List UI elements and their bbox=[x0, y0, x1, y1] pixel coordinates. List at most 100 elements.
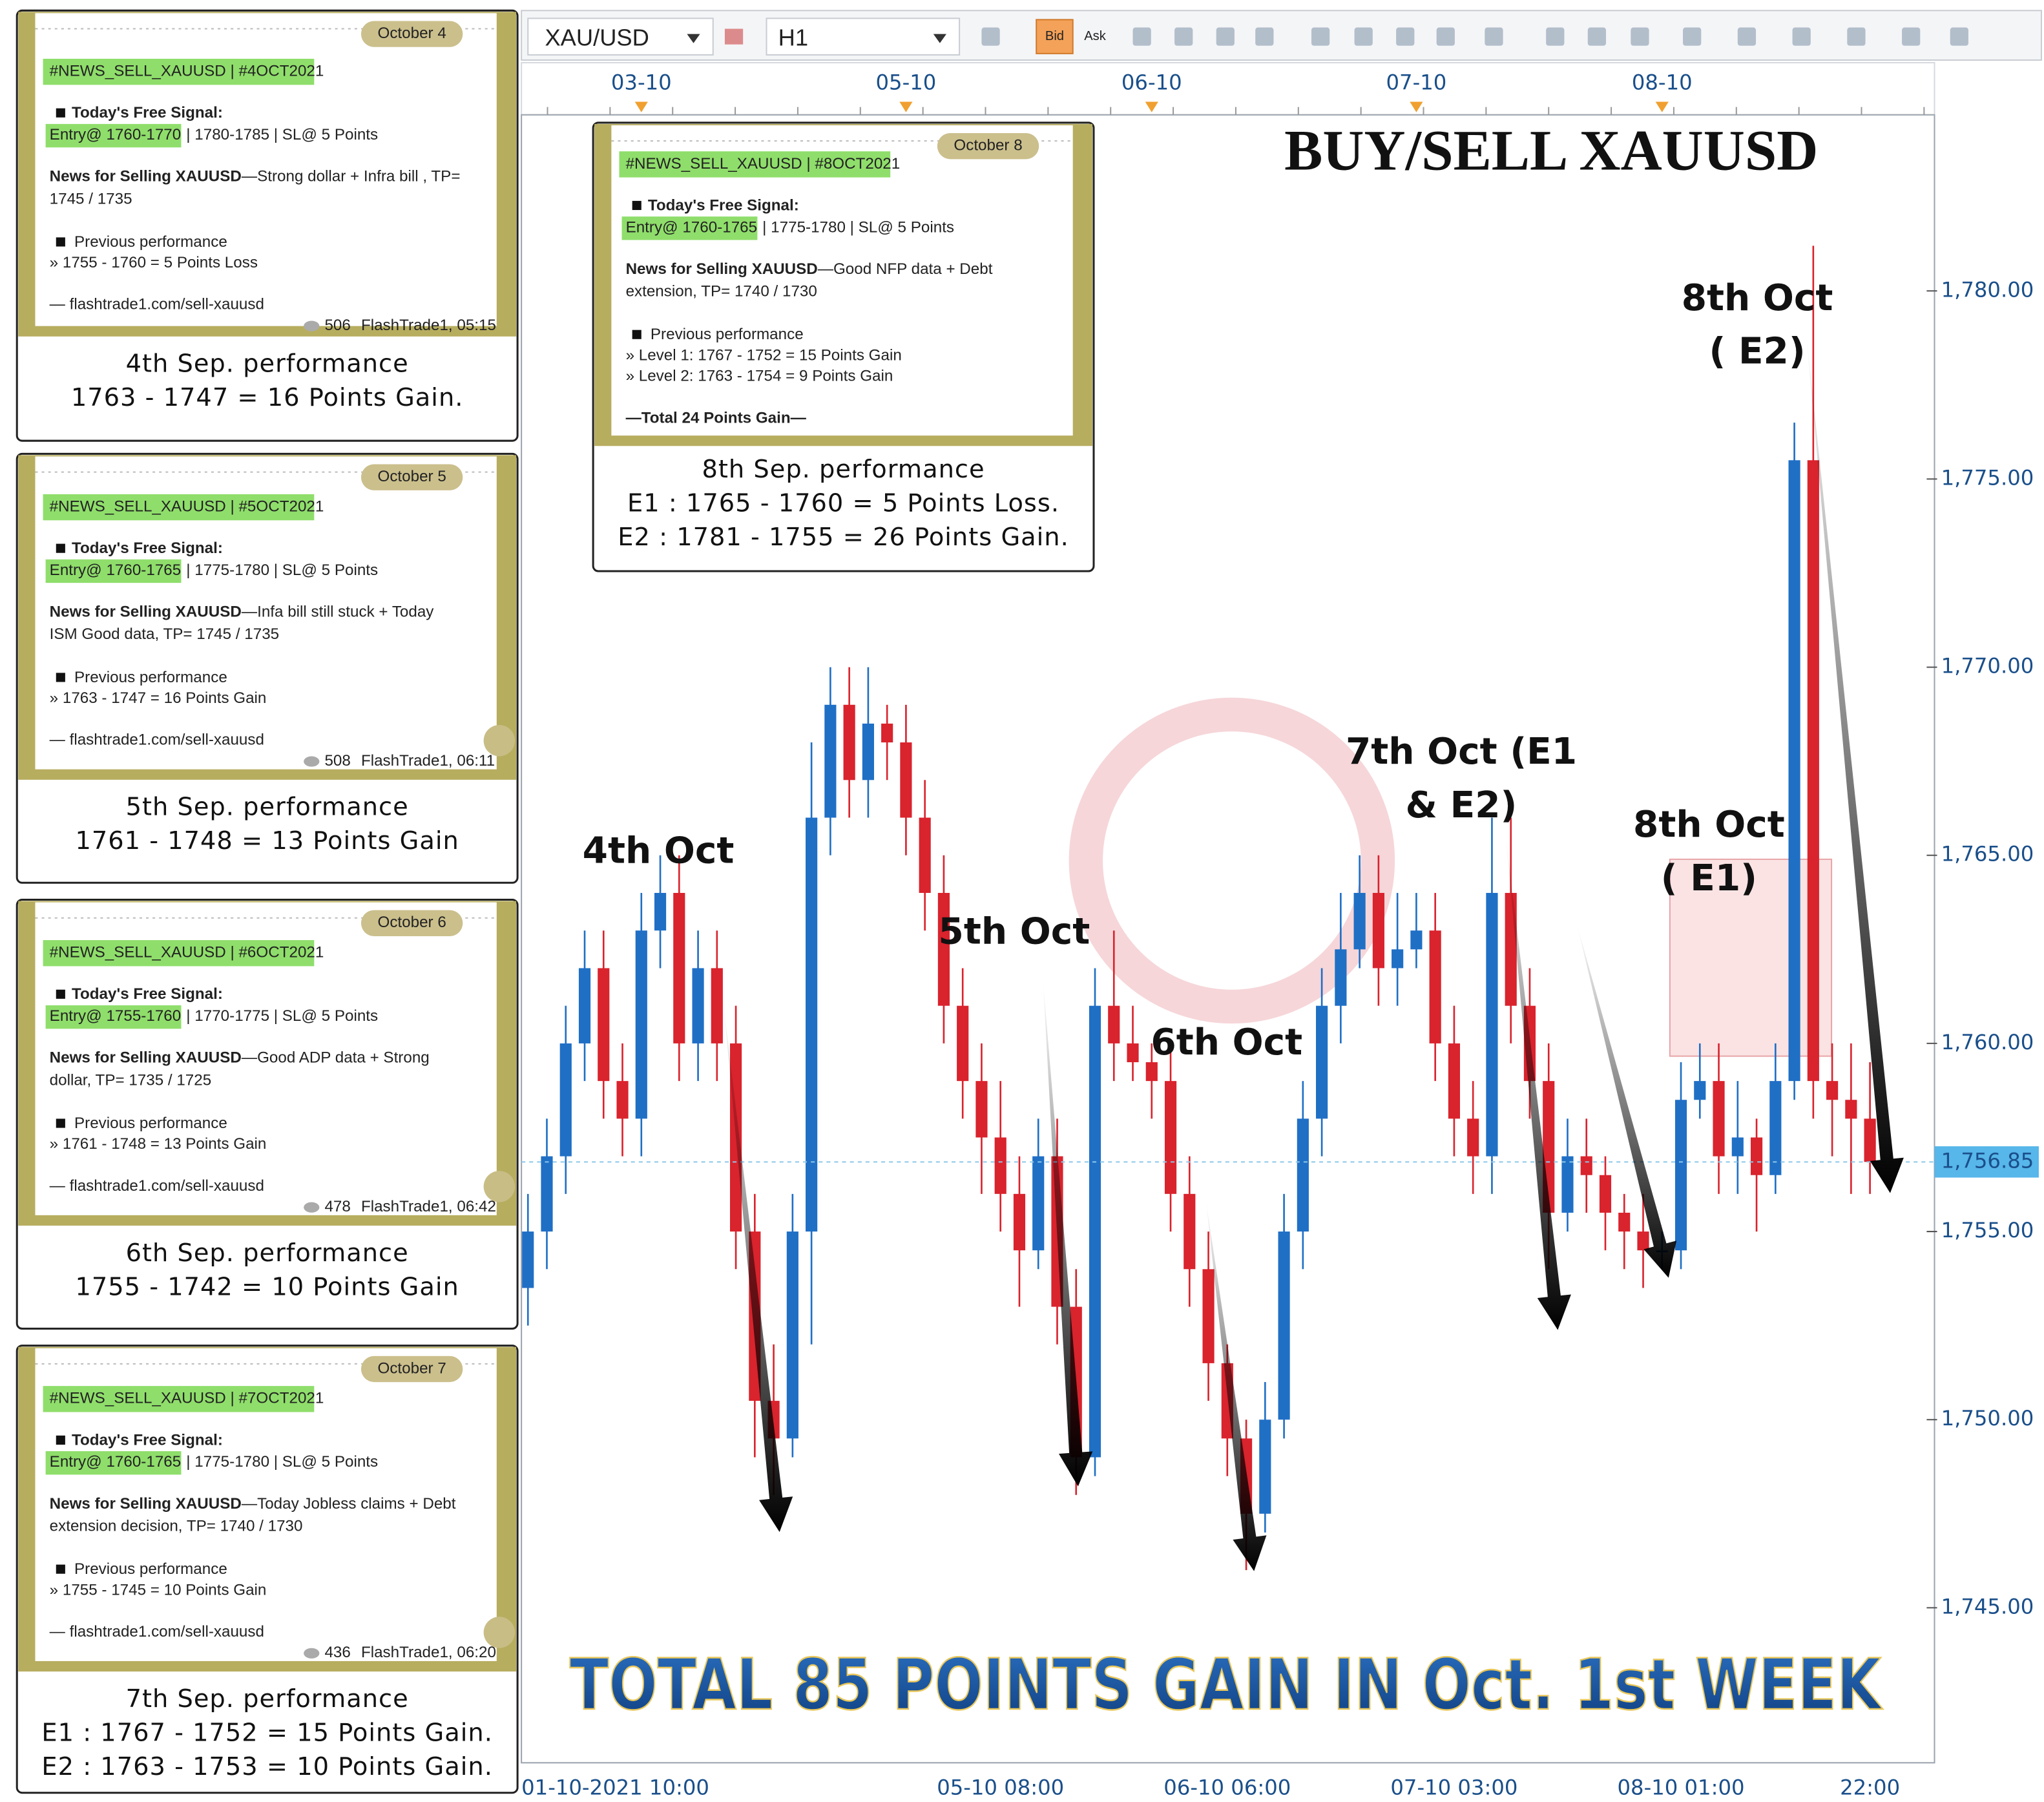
perf-label: Previous performance bbox=[74, 669, 227, 686]
tool-icon[interactable] bbox=[725, 29, 743, 45]
candle-body bbox=[1354, 893, 1366, 949]
tool-icon[interactable] bbox=[1793, 28, 1811, 46]
tool-icon[interactable] bbox=[1216, 28, 1235, 46]
caption: 4th Sep. performance bbox=[126, 350, 409, 379]
screenshot: 1,745.001,750.001,755.001,760.001,765.00… bbox=[0, 0, 2044, 1802]
eye-icon bbox=[304, 1648, 319, 1659]
tool-icon[interactable] bbox=[1902, 28, 1920, 46]
candle-body bbox=[1259, 1420, 1271, 1514]
share-button[interactable] bbox=[484, 725, 515, 756]
candle-body bbox=[824, 705, 836, 818]
perf-line: » Level 1: 1767 - 1752 = 15 Points Gain bbox=[626, 346, 902, 364]
candle-body bbox=[1316, 1006, 1328, 1119]
share-button[interactable] bbox=[484, 1171, 515, 1202]
candle-body bbox=[1410, 930, 1422, 949]
signal-label: Today's Free Signal: bbox=[72, 540, 223, 557]
tool-icon[interactable] bbox=[1437, 28, 1455, 46]
link: — flashtrade1.com/sell-xauusd bbox=[50, 1177, 264, 1195]
news-text: 1745 / 1735 bbox=[50, 190, 132, 207]
tool-icon[interactable] bbox=[1485, 28, 1503, 46]
tool-icon[interactable] bbox=[1847, 28, 1865, 46]
eye-icon bbox=[304, 1202, 319, 1213]
entry: Entry@ 1755-1760 bbox=[50, 1007, 182, 1025]
news-text: —Strong dollar + Infra bill , TP= bbox=[242, 168, 461, 185]
caption: E1 : 1765 - 1760 = 5 Points Loss. bbox=[627, 489, 1059, 518]
bullet bbox=[56, 1118, 65, 1127]
top-tick-label: 07-10 bbox=[1386, 70, 1447, 94]
views: 508 bbox=[324, 752, 350, 770]
news-text: extension, TP= 1740 / 1730 bbox=[626, 283, 817, 300]
entry: Entry@ 1760-1770 bbox=[50, 126, 182, 143]
signal-card: October 4#NEWS_SELL_XAUUSD | #4OCT2021To… bbox=[17, 10, 517, 441]
caption: 8th Sep. performance bbox=[702, 455, 985, 484]
top-tick-label: 06-10 bbox=[1121, 70, 1182, 94]
news-lead: News for Selling XAUUSD bbox=[50, 1495, 242, 1513]
candle-body bbox=[1618, 1213, 1630, 1231]
tool-icon[interactable] bbox=[1255, 28, 1273, 46]
bullet bbox=[56, 544, 65, 553]
tool-icon[interactable] bbox=[1133, 28, 1151, 46]
badge: October 4 bbox=[378, 25, 446, 42]
annotation: 8th Oct bbox=[1633, 804, 1785, 846]
eye-icon bbox=[304, 321, 319, 331]
bullet bbox=[56, 1436, 65, 1445]
bullet bbox=[56, 673, 65, 682]
hashtag: #NEWS_SELL_XAUUSD | #4OCT2021 bbox=[50, 63, 324, 80]
tool-icon[interactable] bbox=[1950, 28, 1968, 46]
candle-body bbox=[579, 968, 590, 1043]
signal-label: Today's Free Signal: bbox=[72, 985, 223, 1003]
y-tick-label: 1,745.00 bbox=[1941, 1594, 2034, 1619]
candle-body bbox=[1826, 1081, 1838, 1100]
candle-body bbox=[692, 968, 704, 1043]
tool-icon[interactable] bbox=[1588, 28, 1606, 46]
tool-icon[interactable] bbox=[1311, 28, 1330, 46]
tool-icon[interactable] bbox=[1174, 28, 1193, 46]
candle-body bbox=[1127, 1043, 1138, 1062]
y-tick-label: 1,760.00 bbox=[1941, 1030, 2034, 1054]
news-text: dollar, TP= 1735 / 1725 bbox=[50, 1071, 212, 1089]
candle-body bbox=[1561, 1157, 1573, 1213]
toolbar bbox=[521, 10, 2041, 60]
tool-icon[interactable] bbox=[1683, 28, 1701, 46]
tool-icon[interactable] bbox=[1631, 28, 1649, 46]
hashtag: #NEWS_SELL_XAUUSD | #7OCT2021 bbox=[50, 1390, 324, 1407]
entry-rest: | 1780-1785 | SL@ 5 Points bbox=[186, 126, 378, 143]
candle-body bbox=[1448, 1043, 1460, 1118]
tool-icon[interactable] bbox=[1396, 28, 1414, 46]
badge: October 5 bbox=[378, 468, 446, 485]
candle-body bbox=[1278, 1231, 1290, 1420]
bullet bbox=[56, 237, 65, 246]
tool-icon[interactable] bbox=[1738, 28, 1756, 46]
y-tick-label: 1,780.00 bbox=[1941, 277, 2034, 302]
perf-label: Previous performance bbox=[74, 1560, 227, 1578]
footer-banner: TOTAL 85 POINTS GAIN IN Oct. 1st WEEK bbox=[570, 1644, 1883, 1726]
entry-line: Entry@ 1760-1765| 1775-1780 | SL@ 5 Poin… bbox=[50, 561, 378, 579]
news-text: —Today Jobless claims + Debt bbox=[242, 1495, 456, 1513]
candle-body bbox=[541, 1157, 552, 1231]
tool-icon[interactable] bbox=[981, 28, 999, 46]
tool-icon[interactable] bbox=[1546, 28, 1564, 46]
signal-card: October 5#NEWS_SELL_XAUUSD | #5OCT2021To… bbox=[17, 454, 517, 883]
last-price-label: 1,756.85 bbox=[1941, 1148, 2034, 1173]
candle-body bbox=[1713, 1081, 1724, 1156]
views: 506 bbox=[324, 317, 350, 334]
share-button[interactable] bbox=[484, 1617, 515, 1648]
entry-rest: | 1775-1780 | SL@ 5 Points bbox=[762, 219, 954, 236]
candle-body bbox=[636, 930, 647, 1118]
hashtag: #NEWS_SELL_XAUUSD | #8OCT2021 bbox=[626, 155, 901, 173]
perf-line: » 1755 - 1760 = 5 Points Loss bbox=[50, 254, 258, 271]
caption: E1 : 1767 - 1752 = 15 Points Gain. bbox=[41, 1718, 493, 1747]
tool-icon[interactable] bbox=[1355, 28, 1373, 46]
top-tick-label: 05-10 bbox=[876, 70, 937, 94]
perf-line: » 1763 - 1747 = 16 Points Gain bbox=[50, 689, 267, 707]
candle-body bbox=[862, 724, 874, 780]
candle-body bbox=[787, 1231, 798, 1438]
hashtag: #NEWS_SELL_XAUUSD | #6OCT2021 bbox=[50, 944, 324, 961]
candle-body bbox=[881, 724, 893, 742]
candle-body bbox=[844, 705, 855, 780]
y-tick-label: 1,775.00 bbox=[1941, 465, 2034, 490]
link: —Total 24 Points Gain— bbox=[626, 409, 807, 426]
views: 478 bbox=[324, 1198, 350, 1215]
candle-body bbox=[1202, 1269, 1214, 1363]
caption: 7th Sep. performance bbox=[126, 1684, 409, 1713]
